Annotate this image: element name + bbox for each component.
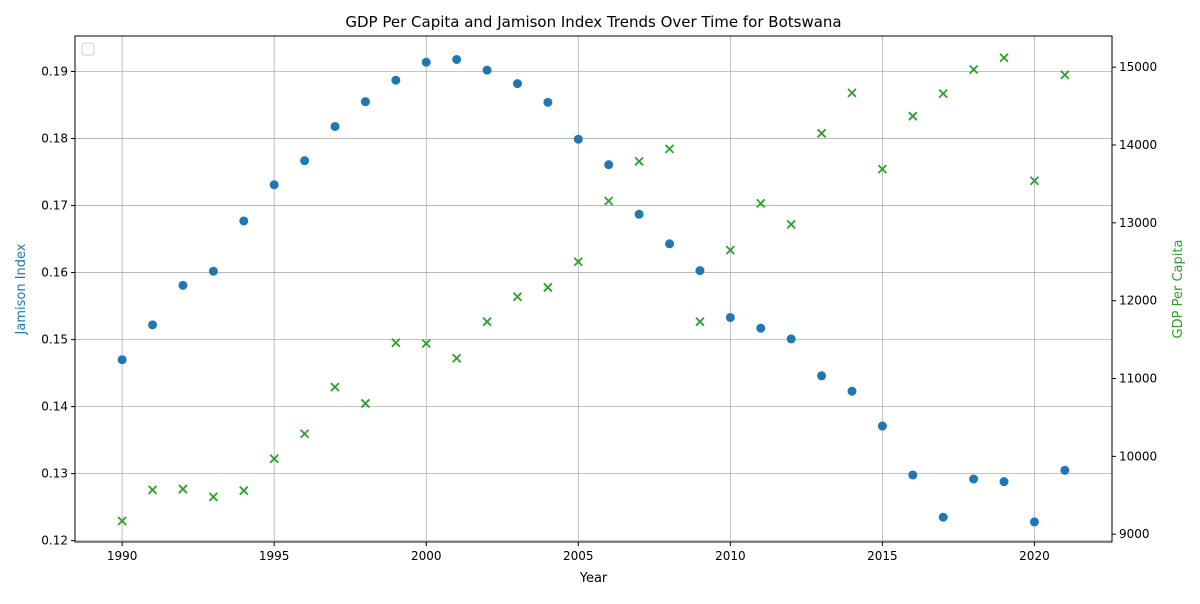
y-axis-label-right: GDP Per Capita [1171, 240, 1186, 339]
gdp-per-capita-point [330, 382, 340, 392]
y-tick-label-right: 14000 [1119, 138, 1157, 152]
gdp-per-capita-point [725, 245, 735, 255]
chart-title: GDP Per Capita and Jamison Index Trends … [345, 13, 841, 31]
gdp-per-capita-point [512, 292, 523, 302]
jamison-index-point [391, 75, 401, 85]
gdp-per-capita-point [908, 111, 918, 121]
jamison-index-point [482, 65, 492, 75]
jamison-index-point [1029, 517, 1039, 527]
x-tick-label: 2000 [411, 549, 442, 563]
jamison-index-point [208, 266, 218, 276]
jamison-index-point [847, 386, 857, 396]
jamison-index-point [634, 209, 644, 219]
gdp-per-capita-point [391, 338, 401, 348]
y-tick-label-left: 0.13 [41, 467, 68, 481]
gdp-per-capita-point [360, 398, 371, 409]
jamison-index-point [117, 355, 127, 365]
gdp-per-capita-point [877, 164, 888, 174]
jamison-index-point [330, 121, 340, 131]
gdp-per-capita-point [299, 429, 310, 439]
jamison-index-point [695, 266, 705, 276]
jamison-index-point [817, 371, 827, 381]
x-tick-label: 2010 [715, 549, 746, 563]
gdp-per-capita-point [847, 88, 857, 98]
gdp-per-capita-point [968, 64, 979, 75]
y-tick-label-right: 12000 [1119, 294, 1157, 308]
gdp-per-capita-point [421, 338, 431, 349]
jamison-index-point [421, 57, 431, 67]
jamison-index-point [452, 54, 462, 64]
jamison-index-point [300, 156, 310, 166]
jamison-index-point [999, 477, 1009, 487]
jamison-index-point [786, 334, 796, 344]
jamison-index-point [543, 97, 553, 107]
gdp-per-capita-point [695, 317, 705, 327]
jamison-index-point [969, 474, 979, 484]
gdp-per-capita-point [756, 198, 766, 209]
gdp-per-capita-point [147, 485, 158, 495]
gdp-per-capita-point [573, 257, 583, 267]
gdp-per-capita-point [543, 282, 553, 293]
gdp-per-capita-point [999, 53, 1009, 63]
gdp-per-capita-point [269, 454, 279, 464]
gdp-per-capita-point [482, 317, 492, 327]
gdp-per-capita-point [117, 516, 127, 526]
legend-box [81, 42, 95, 56]
jamison-index-point [1060, 465, 1070, 475]
jamison-index-point [239, 216, 249, 226]
x-tick-label: 2020 [1019, 549, 1050, 563]
x-tick-label: 1995 [259, 549, 290, 563]
data-marks [117, 53, 1070, 527]
jamison-index-point [938, 512, 948, 522]
y-axis-label-left: Jamison Index [14, 243, 29, 335]
jamison-index-point [877, 421, 887, 431]
x-tick-label: 2015 [867, 549, 898, 563]
y-tick-label-right: 15000 [1119, 60, 1157, 74]
gdp-per-capita-point [208, 492, 219, 502]
jamison-index-point [512, 79, 522, 89]
gdp-per-capita-point [938, 88, 948, 99]
jamison-index-point [725, 312, 735, 322]
y-tick-label-left: 0.18 [41, 132, 68, 146]
jamison-index-point [665, 239, 675, 249]
jamison-index-point [178, 280, 188, 290]
jamison-index-point [148, 320, 158, 330]
gdp-per-capita-point [178, 484, 188, 494]
y-tick-label-right: 10000 [1119, 449, 1157, 463]
gdp-per-capita-point [786, 219, 796, 230]
jamison-index-point [573, 134, 583, 144]
gdp-per-capita-point [664, 144, 675, 154]
x-tick-label: 1990 [107, 549, 138, 563]
gdp-per-capita-point [1029, 176, 1040, 186]
jamison-index-point [756, 323, 766, 333]
axis-ticks: 1990 1995 2000 2005 2010 2015 2020 0.12 0.13 0.14… [41, 60, 1157, 563]
y-tick-label-right: 13000 [1119, 216, 1157, 230]
gdp-per-capita-point [1060, 70, 1070, 80]
y-tick-label-left: 0.16 [41, 266, 68, 280]
jamison-index-point [908, 470, 918, 480]
y-tick-label-left: 0.15 [41, 333, 68, 347]
jamison-index-point [604, 160, 614, 170]
jamison-index-point [360, 97, 370, 107]
grid-lines [75, 36, 1112, 542]
y-tick-label-left: 0.19 [41, 65, 68, 79]
gdp-per-capita-point [452, 353, 462, 363]
y-tick-label-left: 0.14 [41, 400, 68, 414]
y-tick-label-right: 11000 [1119, 372, 1157, 386]
plot-background [75, 36, 1112, 542]
y-tick-label-right: 9000 [1119, 527, 1150, 541]
gdp-per-capita-point [239, 485, 249, 496]
gdp-per-capita-point [604, 196, 614, 206]
jamison-index-point [269, 180, 279, 190]
y-tick-label-left: 0.12 [41, 534, 68, 548]
legend [81, 42, 95, 56]
x-axis-label: Year [579, 571, 608, 586]
plot-frame [74, 35, 1113, 543]
x-tick-label: 2005 [563, 549, 594, 563]
y-tick-label-left: 0.17 [41, 199, 68, 213]
gdp-per-capita-point [816, 128, 827, 138]
gdp-per-capita-point [634, 156, 644, 166]
